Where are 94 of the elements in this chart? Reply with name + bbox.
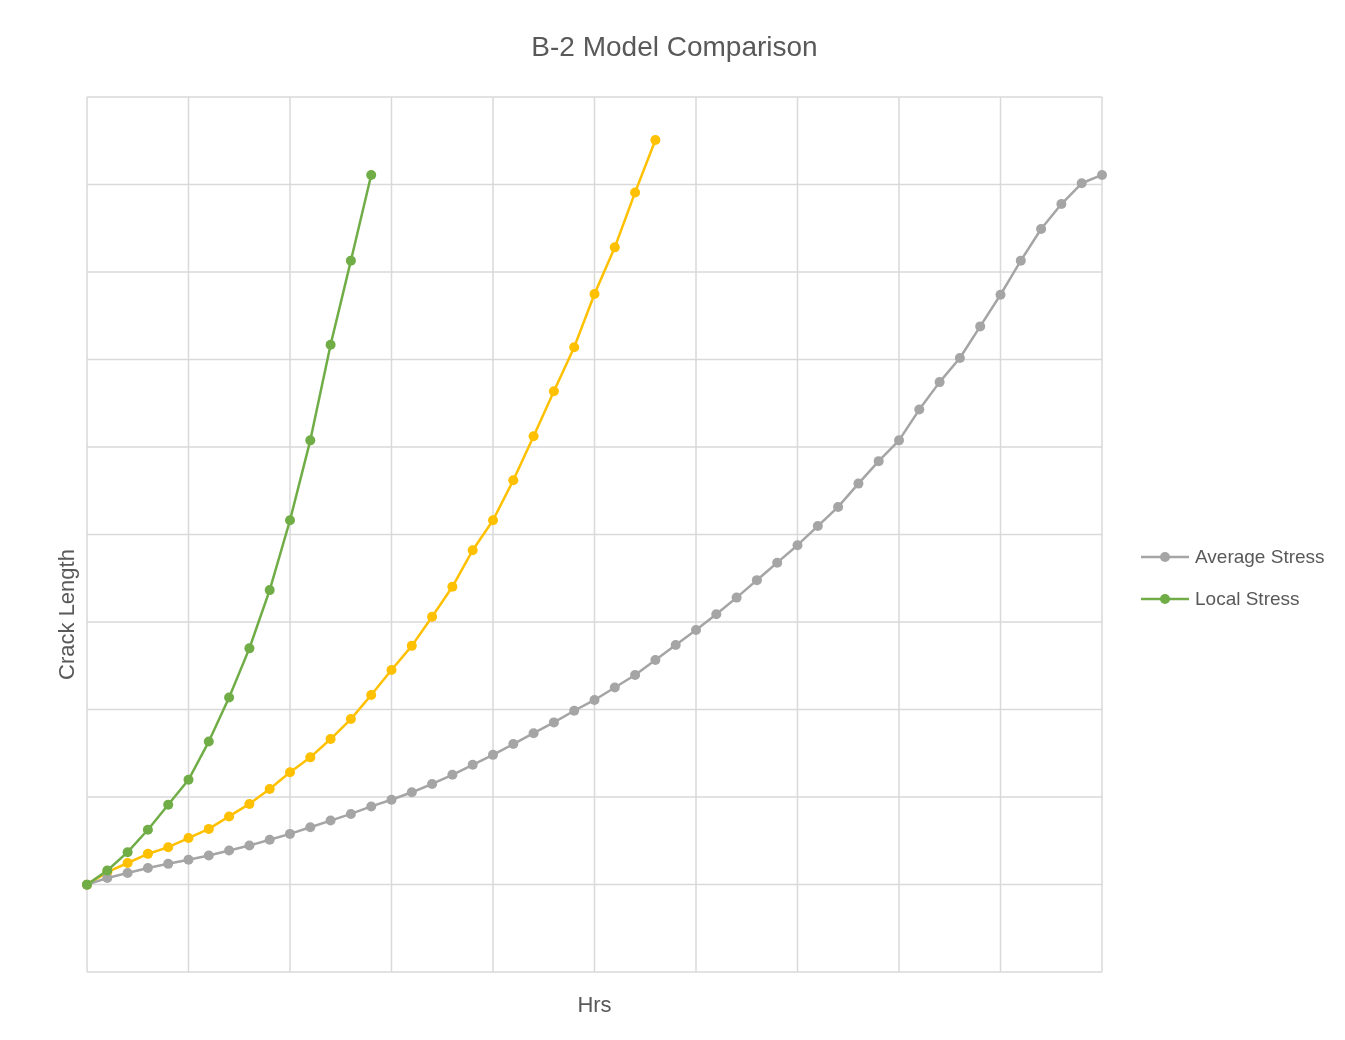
point: [142, 848, 153, 859]
point: [203, 850, 214, 861]
point: [792, 540, 803, 551]
point: [772, 557, 783, 568]
point: [183, 774, 194, 785]
point: [853, 478, 864, 489]
point: [670, 640, 681, 651]
point: [873, 456, 884, 467]
point: [833, 501, 844, 512]
point: [467, 759, 478, 770]
point: [934, 377, 945, 388]
point: [122, 867, 133, 878]
point: [975, 321, 986, 332]
point: [345, 808, 356, 819]
point: [467, 545, 478, 556]
point: [954, 352, 965, 363]
point: [244, 643, 255, 654]
point: [691, 625, 701, 636]
point: [183, 833, 194, 844]
chart-title: B-2 Model Comparison: [531, 31, 818, 62]
point: [285, 515, 295, 526]
point: [488, 515, 498, 526]
point: [142, 863, 153, 873]
point: [609, 682, 620, 693]
point: [569, 705, 580, 716]
point: [305, 822, 316, 833]
point: [163, 799, 174, 810]
point: [224, 692, 235, 703]
point: [386, 794, 397, 805]
point: [548, 717, 559, 728]
point: [447, 769, 458, 780]
point: [914, 404, 925, 415]
point: [1056, 199, 1067, 210]
point: [528, 728, 539, 739]
point: [650, 655, 661, 666]
point: [183, 854, 194, 865]
point: [630, 187, 641, 198]
point: [447, 581, 458, 592]
point: [650, 135, 661, 146]
point: [244, 798, 255, 809]
point: [508, 739, 519, 750]
point: [427, 611, 438, 622]
point: [386, 664, 397, 675]
point: [1097, 169, 1107, 180]
point: [751, 575, 762, 586]
point: [285, 828, 295, 839]
point: [122, 847, 133, 858]
point: [609, 242, 620, 253]
point: [366, 169, 377, 180]
point: [203, 823, 214, 834]
point: [345, 255, 356, 266]
point: [1015, 255, 1026, 266]
point: [427, 778, 438, 789]
point: [528, 431, 539, 442]
point: [406, 640, 417, 651]
point: [163, 842, 174, 853]
point: [224, 845, 235, 856]
point: [345, 714, 356, 725]
point: [203, 736, 214, 747]
point: [224, 811, 235, 822]
point: [366, 801, 377, 812]
point: [264, 834, 275, 845]
point: [325, 815, 336, 826]
point: [589, 694, 600, 705]
point: [731, 592, 742, 603]
point: [163, 858, 174, 869]
point: [1076, 178, 1087, 189]
point: [244, 840, 255, 851]
legend-label: Local Stress: [1195, 588, 1300, 609]
point: [995, 289, 1006, 300]
point: [305, 752, 316, 763]
legend-label: Average Stress: [1195, 546, 1325, 567]
point: [630, 669, 641, 680]
point: [264, 783, 275, 794]
point: [548, 386, 559, 397]
point: [589, 288, 600, 299]
point: [305, 435, 316, 446]
point: [894, 435, 904, 446]
y-axis-title: Crack Length: [54, 549, 79, 680]
point: [569, 342, 580, 353]
point: [366, 689, 377, 700]
point: [285, 767, 295, 778]
point: [142, 824, 153, 835]
point: [812, 521, 823, 532]
point: [406, 787, 417, 798]
point: [488, 749, 498, 760]
x-axis-title: Hrs: [577, 992, 612, 1017]
point: [122, 858, 133, 869]
point: [325, 734, 336, 745]
point: [508, 475, 519, 486]
point: [711, 609, 722, 620]
point: [264, 585, 275, 596]
point: [1036, 224, 1047, 235]
point: [325, 339, 336, 350]
